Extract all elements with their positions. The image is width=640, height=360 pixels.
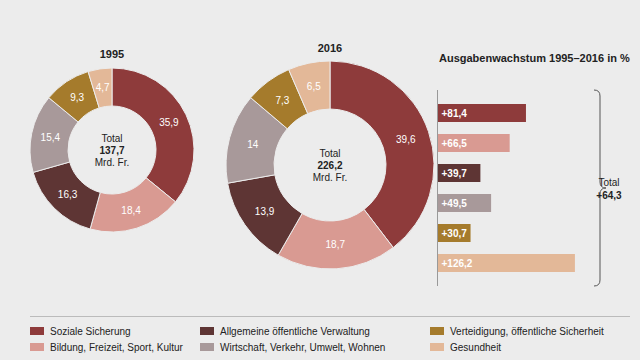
svg-text:7,3: 7,3 — [275, 95, 289, 106]
svg-text:18,4: 18,4 — [121, 205, 141, 216]
svg-text:+81,4: +81,4 — [442, 108, 468, 119]
svg-text:+30,7: +30,7 — [442, 228, 468, 239]
svg-text:137,7: 137,7 — [99, 145, 124, 156]
svg-text:18,7: 18,7 — [326, 239, 346, 250]
html-text:Verteidigung, öffentliche Sich: Verteidigung, öffentliche Sicherheit — [450, 325, 604, 337]
svg-text:6,5: 6,5 — [307, 81, 321, 92]
html-text:Bildung, Freizeit, Sport, Kult: Bildung, Freizeit, Sport, Kultur — [50, 341, 183, 353]
svg-text:+39,7: +39,7 — [442, 168, 468, 179]
svg-text:14: 14 — [247, 139, 259, 150]
svg-text:4,7: 4,7 — [96, 82, 110, 93]
svg-text:+49,5: +49,5 — [442, 198, 468, 209]
svg-text:Total: Total — [101, 133, 122, 144]
svg-text:Mrd. Fr.: Mrd. Fr. — [95, 157, 129, 168]
html-text:Allgemeine öffentliche Verwalt: Allgemeine öffentliche Verwaltung — [220, 325, 370, 337]
svg-text:16,3: 16,3 — [58, 189, 78, 200]
svg-text:9,3: 9,3 — [70, 92, 84, 103]
svg-text:Mrd. Fr.: Mrd. Fr. — [313, 172, 347, 183]
html-text:Wirtschaft, Verkehr, Umwelt, W: Wirtschaft, Verkehr, Umwelt, Wohnen — [220, 341, 386, 353]
svg-text:Total: Total — [319, 148, 340, 159]
svg-text:39,6: 39,6 — [396, 134, 416, 145]
svg-text:226,2: 226,2 — [317, 160, 342, 171]
html-text:2016: 2016 — [317, 42, 343, 54]
html-text:Soziale Sicherung: Soziale Sicherung — [50, 325, 131, 337]
svg-text:+64,3: +64,3 — [596, 190, 622, 201]
svg-text:35,9: 35,9 — [159, 117, 179, 128]
svg-text:15,4: 15,4 — [41, 132, 61, 143]
html-text:Ausgabenwachstum 1995–2016 in: Ausgabenwachstum 1995–2016 in % — [439, 52, 630, 64]
svg-text:Total: Total — [598, 177, 619, 188]
html-text:Gesundheit: Gesundheit — [450, 341, 502, 353]
svg-text:13,9: 13,9 — [255, 206, 275, 217]
svg-text:+126,2: +126,2 — [442, 258, 473, 269]
svg-text:+66,5: +66,5 — [442, 138, 468, 149]
html-text:1995: 1995 — [99, 48, 125, 60]
